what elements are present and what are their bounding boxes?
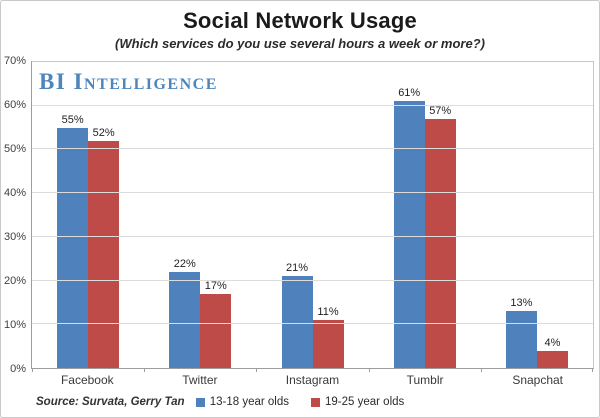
bar-tumblr-red: 57% xyxy=(424,105,456,368)
bar-group-instagram: 21% 11% xyxy=(256,62,368,368)
bar-series-container: 55% 52% 22% 17% 21% 11% 61% 57% 13% 4% xyxy=(32,62,593,368)
y-axis-tick-label: 10% xyxy=(3,319,26,331)
x-axis-category-labels: Facebook Twitter Instagram Tumblr Snapchat xyxy=(31,373,594,387)
legend-swatch-icon xyxy=(195,397,205,407)
category-label-twitter: Twitter xyxy=(182,373,218,387)
bar-group-snapchat: 13% 4% xyxy=(481,62,593,368)
gridline xyxy=(32,235,593,237)
plot-area: 55% 52% 22% 17% 21% 11% 61% 57% 13% 4% xyxy=(31,61,594,372)
bi-intelligence-watermark: BI Intelligence xyxy=(39,69,218,94)
category-label-instagram: Instagram xyxy=(285,373,340,387)
chart-footer: Source: Survata, Gerry Tan 13-18 year ol… xyxy=(1,395,599,415)
gridline xyxy=(32,279,593,281)
bar-value-label: 52% xyxy=(92,126,115,139)
bar-instagram-red: 11% xyxy=(312,306,344,368)
bar-snapchat-red: 4% xyxy=(536,337,568,368)
x-axis-tick xyxy=(144,368,146,372)
bar-value-label: 11% xyxy=(317,305,339,318)
legend-label: 19-25 year olds xyxy=(325,396,405,408)
legend-item-13-18: 13-18 year olds xyxy=(195,396,289,408)
gridline xyxy=(32,192,593,194)
y-axis: 0% 10% 20% 30% 40% 50% 60% 70% xyxy=(1,55,28,375)
bar-snapchat-blue: 13% xyxy=(505,297,537,368)
bar-group-facebook: 55% 52% xyxy=(32,62,144,368)
x-axis-tick xyxy=(256,368,258,372)
y-axis-tick-label: 50% xyxy=(3,143,26,155)
bar-value-label: 22% xyxy=(173,257,196,270)
bar-value-label: 61% xyxy=(398,87,421,100)
bar-facebook-blue: 55% xyxy=(57,114,89,368)
y-axis-tick-label: 30% xyxy=(3,231,26,243)
category-label-snapchat: Snapchat xyxy=(512,373,564,387)
bar-tumblr-blue: 61% xyxy=(393,87,425,368)
gridline xyxy=(32,323,593,325)
source-attribution: Source: Survata, Gerry Tan xyxy=(36,396,185,408)
category-label-facebook: Facebook xyxy=(60,373,114,387)
x-axis-tick xyxy=(368,368,370,372)
chart-title: Social Network Usage xyxy=(183,8,417,33)
legend-label: 13-18 year olds xyxy=(209,396,289,408)
y-axis-tick-label: 70% xyxy=(3,55,26,67)
x-axis-tick xyxy=(480,368,482,372)
y-axis-tick-label: 60% xyxy=(3,99,26,111)
bar-twitter-red: 17% xyxy=(200,280,232,368)
bar-value-label: 13% xyxy=(510,297,533,310)
legend: 13-18 year olds 19-25 year olds xyxy=(1,396,599,408)
bar-group-tumblr: 61% 57% xyxy=(369,62,481,368)
x-axis-tick xyxy=(32,368,33,372)
y-axis-tick-label: 0% xyxy=(10,363,26,375)
y-axis-tick-label: 40% xyxy=(3,187,26,199)
bar-twitter-blue: 22% xyxy=(169,258,201,368)
y-axis-tick-label: 20% xyxy=(3,275,26,287)
bar-value-label: 4% xyxy=(544,336,561,349)
bar-facebook-red: 52% xyxy=(88,127,120,368)
bar-instagram-blue: 21% xyxy=(281,262,313,368)
gridline xyxy=(32,104,593,106)
legend-item-19-25: 19-25 year olds xyxy=(311,396,404,408)
bar-value-label: 57% xyxy=(429,104,452,117)
x-axis-tick xyxy=(592,368,593,372)
bar-value-label: 21% xyxy=(285,262,309,275)
bar-value-label: 55% xyxy=(61,113,84,126)
gridline xyxy=(32,148,593,150)
category-label-tumblr: Tumblr xyxy=(406,373,444,387)
chart-subtitle: (Which services do you use several hours… xyxy=(115,36,485,51)
bar-group-twitter: 22% 17% xyxy=(144,62,256,368)
bar-value-label: 17% xyxy=(204,279,227,292)
legend-swatch-icon xyxy=(311,397,320,407)
